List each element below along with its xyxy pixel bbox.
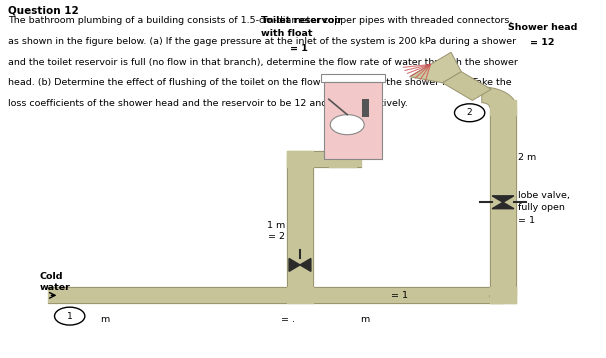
- Text: = 1: = 1: [518, 216, 535, 225]
- Polygon shape: [300, 258, 311, 271]
- Text: loss coefficients of the shower head and the reservoir to be 12 and 14, respecti: loss coefficients of the shower head and…: [8, 99, 408, 108]
- Text: m: m: [100, 315, 109, 324]
- Bar: [324, 82, 382, 159]
- Bar: [490, 287, 516, 303]
- Text: Question 12: Question 12: [8, 5, 79, 15]
- Text: 2: 2: [467, 108, 473, 117]
- Circle shape: [55, 307, 85, 325]
- Text: = 12: = 12: [530, 38, 554, 47]
- Circle shape: [330, 115, 364, 135]
- Bar: [321, 74, 385, 82]
- Bar: [329, 151, 356, 167]
- Polygon shape: [442, 72, 491, 101]
- Polygon shape: [492, 196, 514, 202]
- Polygon shape: [490, 287, 516, 303]
- Polygon shape: [482, 87, 516, 107]
- Text: 2 m: 2 m: [518, 153, 536, 162]
- Bar: [490, 100, 516, 115]
- Text: and the toilet reservoir is full (no flow in that branch), determine the flow ra: and the toilet reservoir is full (no flo…: [8, 58, 518, 67]
- Circle shape: [454, 104, 485, 122]
- Text: with float: with float: [261, 29, 312, 38]
- Text: as shown in the figure below. (a) If the gage pressure at the inlet of the syste: as shown in the figure below. (a) If the…: [8, 37, 516, 46]
- Polygon shape: [410, 52, 461, 83]
- Polygon shape: [492, 202, 514, 209]
- Text: Toilet reservoir: Toilet reservoir: [261, 16, 342, 25]
- Text: water: water: [39, 283, 70, 292]
- Text: Shower head: Shower head: [508, 23, 577, 32]
- Text: = 2: = 2: [268, 232, 285, 241]
- Text: 1: 1: [67, 311, 73, 321]
- Text: Cold: Cold: [39, 272, 63, 281]
- Text: The bathroom plumbing of a building consists of 1.5-cm-diameter copper pipes wit: The bathroom plumbing of a building cons…: [8, 16, 512, 25]
- Text: lobe valve,: lobe valve,: [518, 190, 570, 200]
- Text: m: m: [361, 315, 370, 324]
- Bar: [490, 287, 516, 303]
- Text: = 1: = 1: [391, 291, 408, 300]
- Text: head. (b) Determine the effect of flushing of the toilet on the flow rate throug: head. (b) Determine the effect of flushi…: [8, 78, 511, 87]
- Polygon shape: [289, 258, 300, 271]
- Bar: [287, 151, 313, 167]
- Text: = .: = .: [281, 315, 295, 324]
- Bar: [287, 287, 313, 303]
- Bar: [362, 99, 369, 117]
- Text: 1 m: 1 m: [267, 221, 285, 230]
- Text: = 1: = 1: [290, 44, 307, 53]
- Text: fully open: fully open: [518, 203, 565, 212]
